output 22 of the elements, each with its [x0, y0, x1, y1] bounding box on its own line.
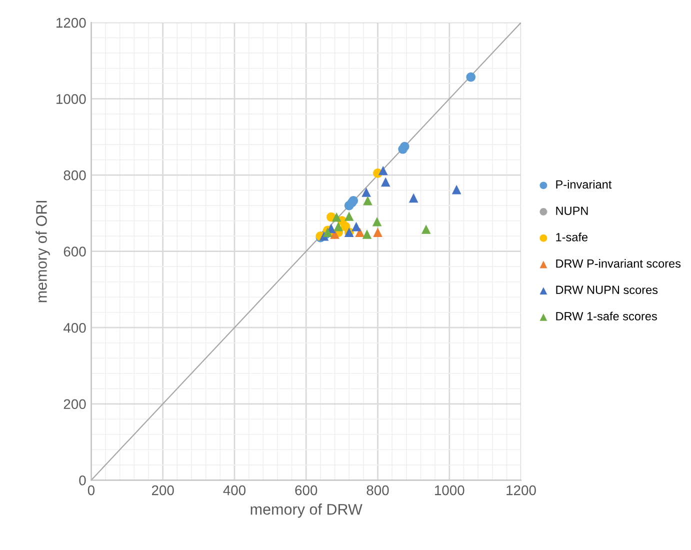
y-tick-label: 0 [79, 475, 86, 486]
x-axis-title: memory of DRW [250, 504, 362, 518]
legend-label: DRW 1-safe scores [556, 312, 657, 320]
x-tick-label: 800 [366, 485, 389, 496]
y-axis-title: memory of ORI [36, 200, 50, 302]
x-tick-label: 1000 [434, 485, 464, 496]
legend-label: NUPN [556, 206, 588, 215]
x-tick-label: 1200 [506, 485, 536, 496]
x-tick-label: 0 [88, 485, 95, 496]
y-tick-label: 600 [64, 246, 86, 257]
legend-label: DRW P-invariant scores [556, 259, 681, 268]
legend-label: P-invariant [556, 180, 612, 189]
y-tick-label: 200 [64, 399, 86, 410]
legend-label: DRW NUPN scores [556, 286, 658, 294]
y-tick-label: 1200 [56, 18, 86, 28]
x-tick-label: 200 [152, 485, 174, 496]
legend-label: 1-safe [556, 232, 588, 242]
y-tick-label: 1000 [56, 94, 86, 104]
x-tick-label: 600 [295, 485, 318, 496]
y-tick-label: 800 [64, 170, 86, 180]
x-tick-label: 400 [223, 485, 246, 496]
y-tick-label: 400 [64, 322, 86, 333]
